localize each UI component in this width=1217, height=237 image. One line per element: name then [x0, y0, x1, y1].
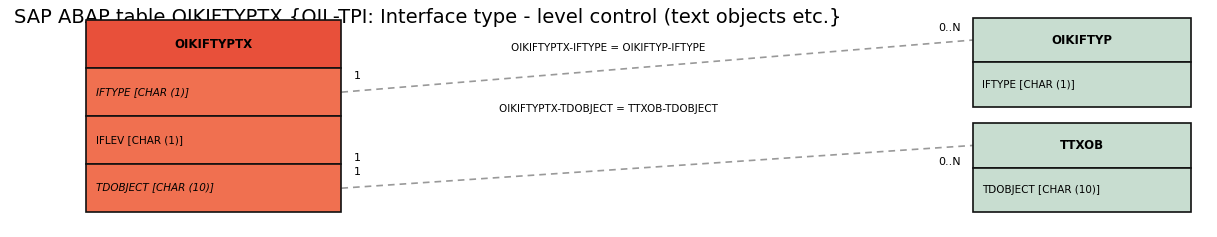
Text: OIKIFTYPTX-IFTYPE = OIKIFTYP-IFTYPE: OIKIFTYPTX-IFTYPE = OIKIFTYP-IFTYPE [511, 43, 706, 53]
Bar [972, 18, 1191, 62]
Bar [972, 168, 1191, 212]
Text: OIKIFTYPTX: OIKIFTYPTX [175, 38, 253, 51]
Text: 0..N: 0..N [938, 23, 960, 33]
Text: 1: 1 [353, 153, 360, 163]
Text: 1: 1 [353, 167, 360, 177]
Text: TDOBJECT [CHAR (10)]: TDOBJECT [CHAR (10)] [982, 185, 1100, 195]
Text: IFTYPE [CHAR (1)]: IFTYPE [CHAR (1)] [96, 87, 189, 97]
Text: OIKIFTYPTX-TDOBJECT = TTXOB-TDOBJECT: OIKIFTYPTX-TDOBJECT = TTXOB-TDOBJECT [499, 104, 718, 114]
Text: 1: 1 [353, 71, 360, 81]
Text: OIKIFTYP: OIKIFTYP [1051, 34, 1112, 46]
Bar [972, 123, 1191, 168]
Bar [86, 116, 342, 164]
Text: TDOBJECT [CHAR (10)]: TDOBJECT [CHAR (10)] [96, 183, 214, 193]
Text: 0..N: 0..N [938, 157, 960, 167]
Text: IFTYPE [CHAR (1)]: IFTYPE [CHAR (1)] [982, 80, 1076, 90]
Text: TTXOB: TTXOB [1060, 139, 1104, 152]
Bar [972, 62, 1191, 107]
Bar [86, 68, 342, 116]
Bar [86, 20, 342, 68]
Text: IFLEV [CHAR (1)]: IFLEV [CHAR (1)] [96, 135, 183, 145]
Text: SAP ABAP table OIKIFTYPTX {OIL-TPI: Interface type - level control (text objects: SAP ABAP table OIKIFTYPTX {OIL-TPI: Inte… [13, 9, 841, 27]
Bar [86, 164, 342, 212]
